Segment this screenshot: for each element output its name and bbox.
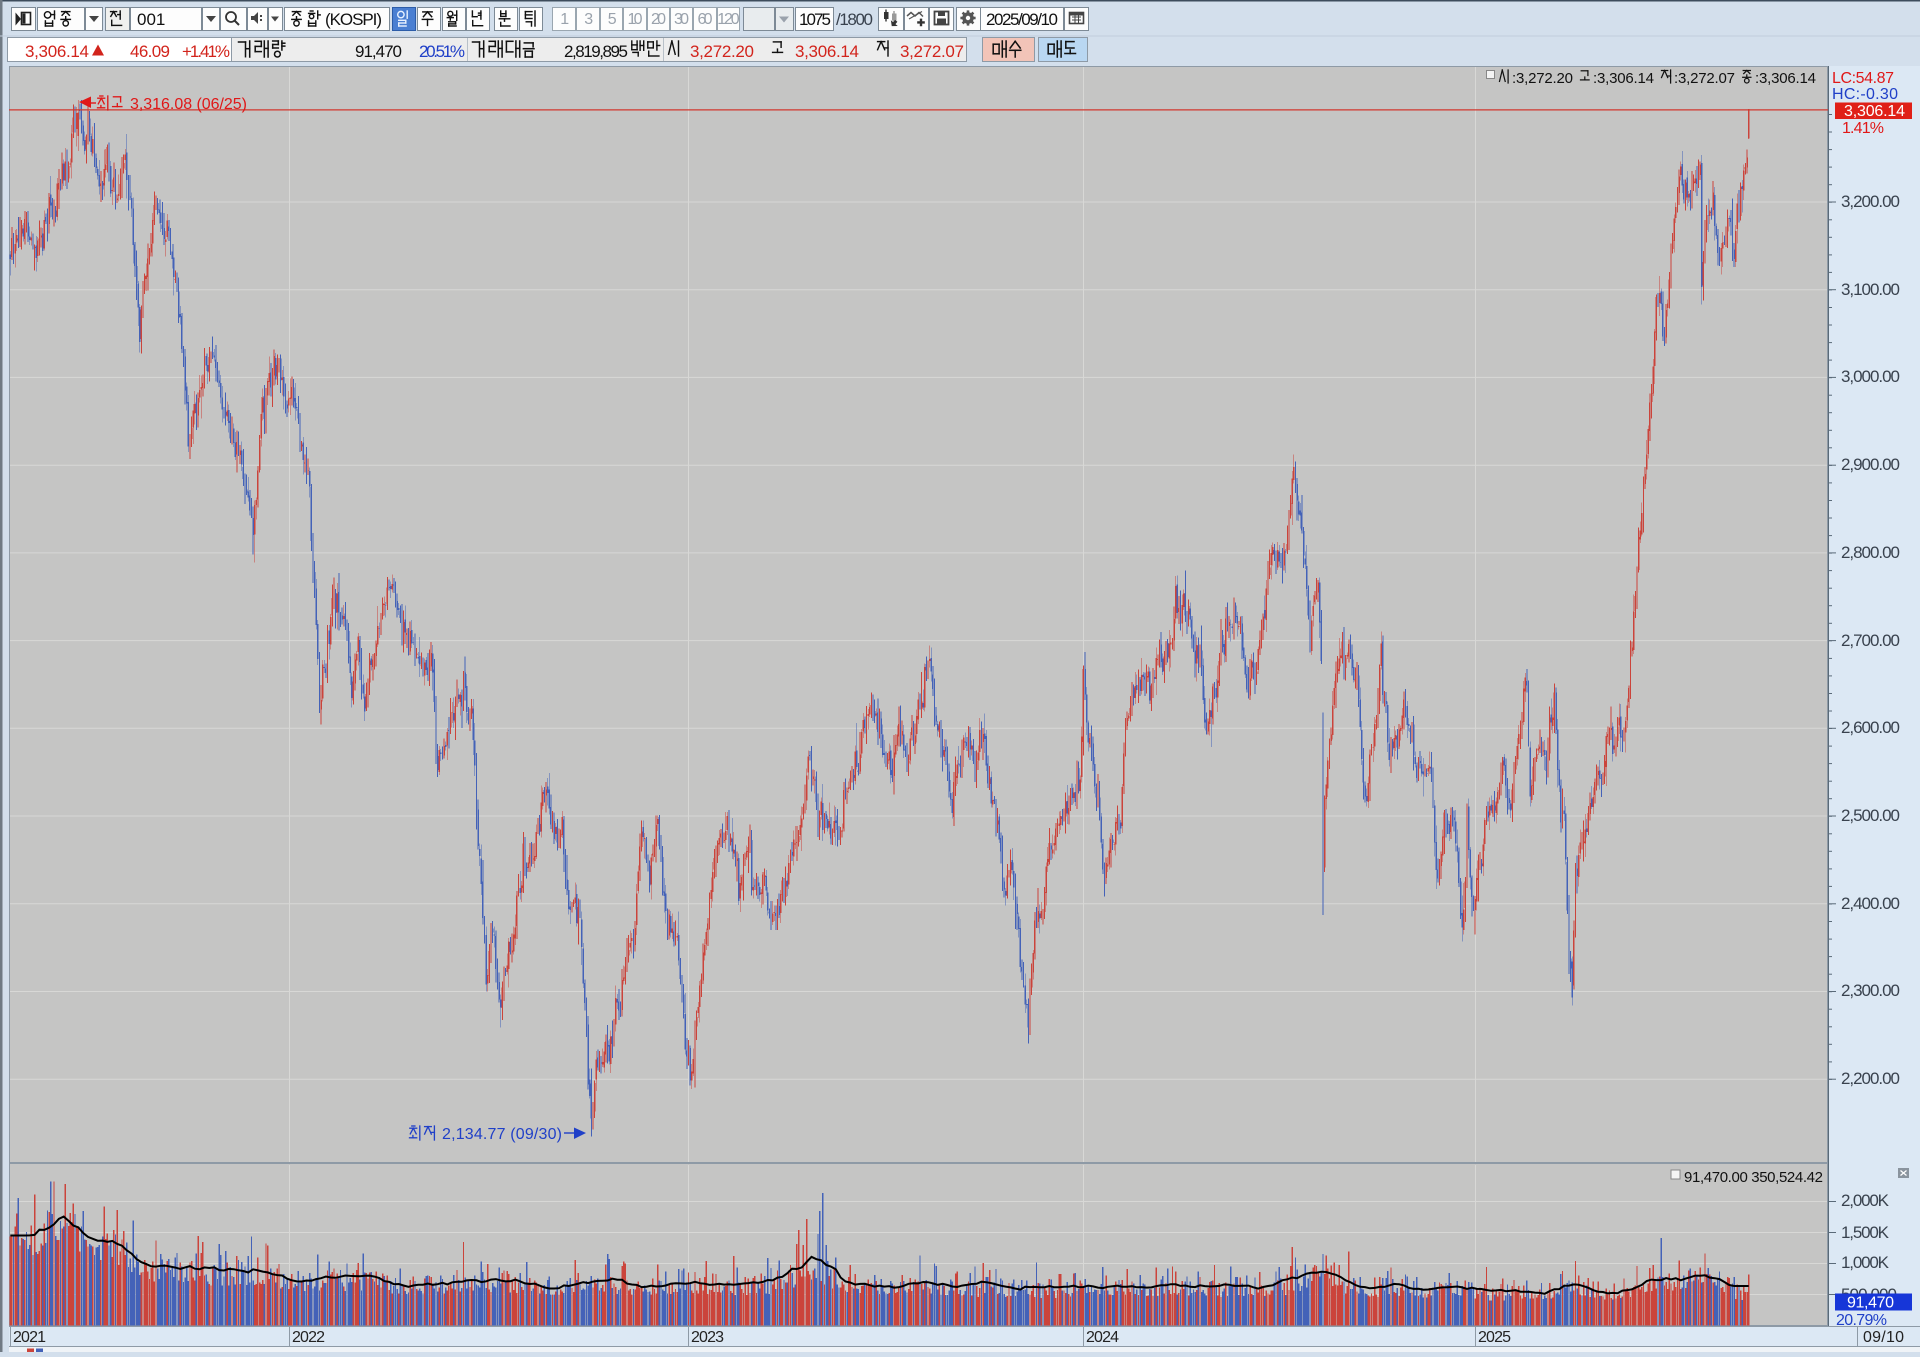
svg-text:3,200.00: 3,200.00 (1841, 192, 1900, 211)
svg-text:2,600.00: 2,600.00 (1841, 718, 1900, 737)
svg-text:20.51%: 20.51% (419, 42, 465, 61)
svg-text:2022: 2022 (292, 1329, 325, 1346)
svg-text:+1.41%: +1.41% (182, 42, 230, 61)
svg-text:09/10: 09/10 (1863, 1329, 1904, 1346)
svg-text:2,200.00: 2,200.00 (1841, 1069, 1900, 1088)
svg-text:20: 20 (651, 11, 666, 28)
svg-text:3,316.08 (06/25): 3,316.08 (06/25) (130, 96, 247, 113)
svg-text:91,470: 91,470 (355, 42, 402, 61)
svg-text:91,470: 91,470 (1847, 1295, 1894, 1312)
svg-text:2,300.00: 2,300.00 (1841, 981, 1900, 1000)
svg-text:3,100.00: 3,100.00 (1841, 280, 1900, 299)
svg-text:2,500.00: 2,500.00 (1841, 806, 1900, 825)
svg-text:20.79%: 20.79% (1836, 1312, 1887, 1329)
svg-text:3,306.14: 3,306.14 (1844, 103, 1905, 120)
svg-text::3,272.07: :3,272.07 (1674, 70, 1735, 87)
svg-text:2,700.00: 2,700.00 (1841, 631, 1900, 650)
svg-text:46.09: 46.09 (130, 42, 170, 61)
svg-text:2,819,895: 2,819,895 (564, 42, 628, 61)
svg-text:2,900.00: 2,900.00 (1841, 455, 1900, 474)
svg-text:3,272.20: 3,272.20 (690, 42, 754, 61)
svg-text:2025/09/10: 2025/09/10 (986, 10, 1058, 29)
svg-text:10: 10 (628, 11, 643, 28)
svg-text:HC:-0.30: HC:-0.30 (1832, 86, 1898, 103)
svg-text:LC:54.87: LC:54.87 (1832, 70, 1894, 87)
svg-text:120: 120 (717, 11, 740, 28)
svg-text:1,000K: 1,000K (1841, 1253, 1890, 1272)
svg-text:3,306.14: 3,306.14 (795, 42, 859, 61)
svg-text:5: 5 (608, 11, 617, 28)
svg-text:2025: 2025 (1478, 1329, 1511, 1346)
svg-text:91,470.00 350,524.42: 91,470.00 350,524.42 (1684, 1169, 1823, 1186)
svg-text:1075: 1075 (799, 10, 831, 29)
svg-text:2,800.00: 2,800.00 (1841, 543, 1900, 562)
svg-text:/1800: /1800 (836, 10, 873, 29)
svg-text:2,134.77 (09/30): 2,134.77 (09/30) (442, 1126, 562, 1143)
svg-text::3,306.14: :3,306.14 (1593, 70, 1654, 87)
svg-text:1: 1 (560, 11, 569, 28)
svg-text:3: 3 (584, 11, 593, 28)
svg-text:2021: 2021 (13, 1329, 46, 1346)
svg-text::3,272.20: :3,272.20 (1512, 70, 1573, 87)
svg-text:2024: 2024 (1086, 1329, 1119, 1346)
svg-text:2,000K: 2,000K (1841, 1191, 1890, 1210)
svg-text:2023: 2023 (691, 1329, 724, 1346)
svg-text:(KOSPI): (KOSPI) (325, 10, 382, 29)
svg-text:001: 001 (137, 10, 165, 29)
svg-text:3,272.07: 3,272.07 (900, 42, 964, 61)
svg-text:1.41%: 1.41% (1842, 120, 1884, 137)
svg-text:1,500K: 1,500K (1841, 1223, 1890, 1242)
svg-text:30: 30 (674, 11, 689, 28)
svg-text:3,000.00: 3,000.00 (1841, 367, 1900, 386)
svg-text::3,306.14: :3,306.14 (1755, 70, 1816, 87)
svg-text:2,400.00: 2,400.00 (1841, 894, 1900, 913)
svg-text:60: 60 (698, 11, 713, 28)
svg-text:3,306.14: 3,306.14 (25, 42, 89, 61)
